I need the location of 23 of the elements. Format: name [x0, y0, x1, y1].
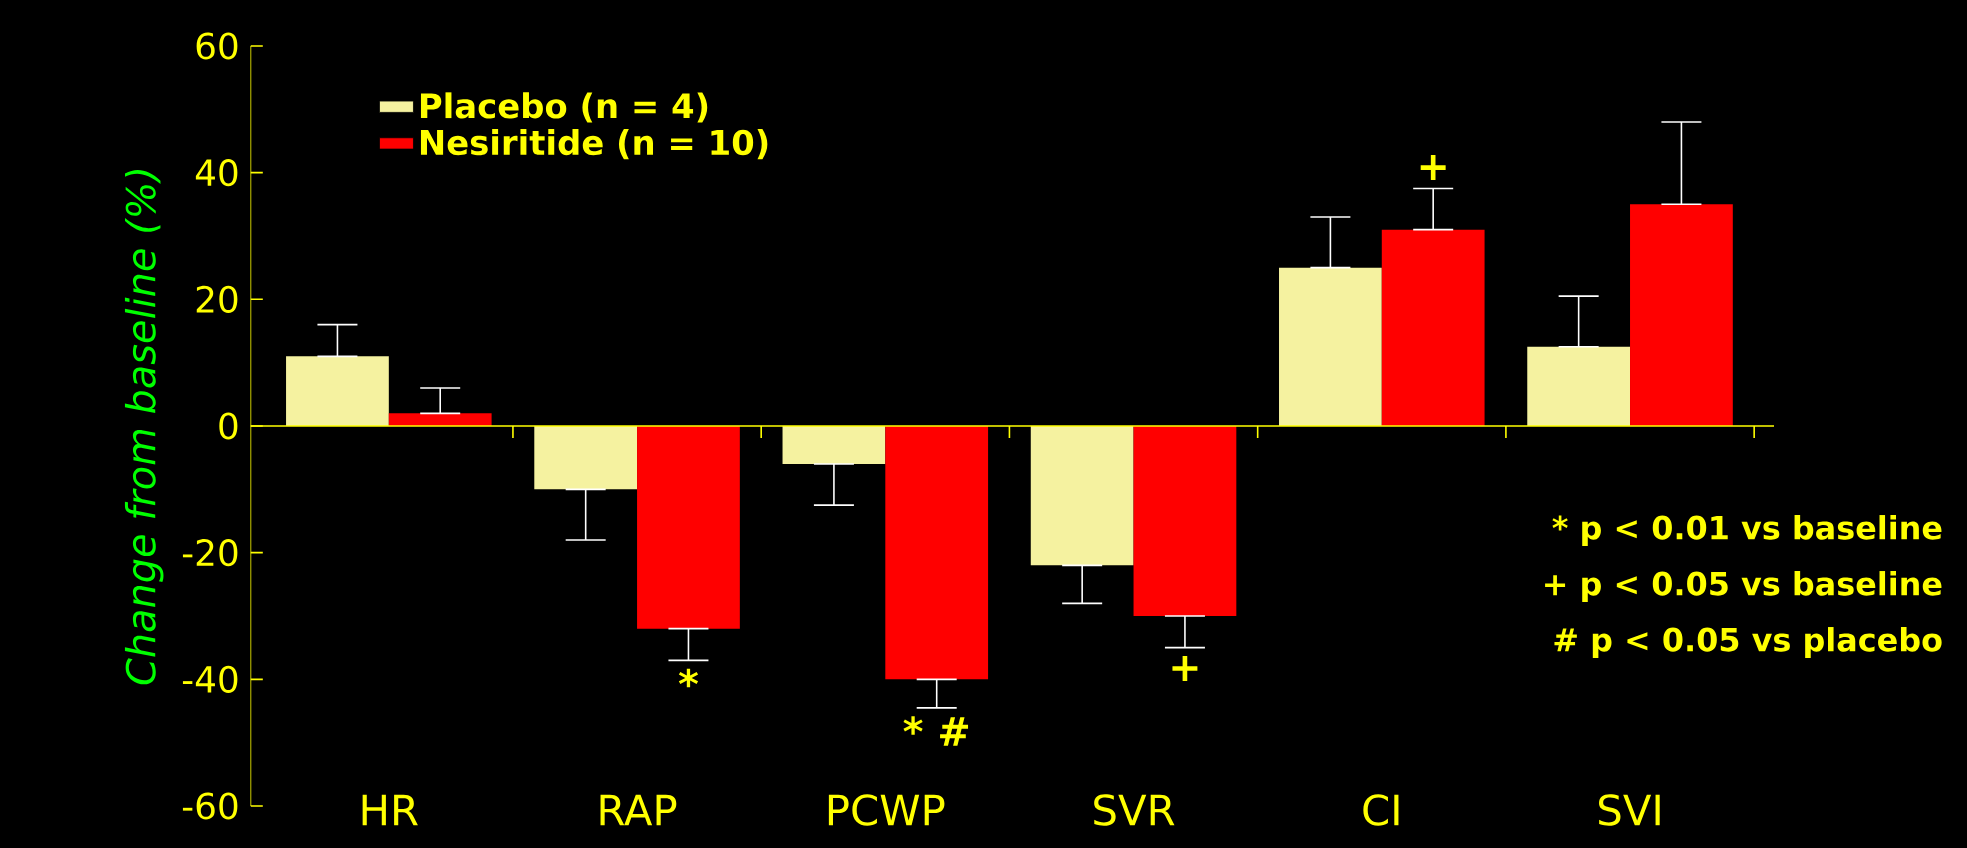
annotation: + p < 0.05 vs baseline [1545, 571, 1942, 602]
annotation: # p < 0.05 vs placebo [1554, 627, 1942, 658]
annotation: + [1420, 155, 1446, 181]
y-tick-label: 60 [196, 32, 238, 60]
annotation: * p < 0.01 vs baseline [1552, 515, 1942, 546]
annotation: * # [903, 716, 969, 746]
x-tick-label: SVR [1094, 794, 1175, 826]
y-tick-label: 0 [219, 412, 238, 440]
y-tick-label: -20 [182, 539, 238, 567]
x-tick-label: SVI [1599, 794, 1660, 826]
annotation: * [678, 668, 699, 688]
legend-label: Nesiritide (n = 10) [420, 129, 768, 160]
y-axis-title: Change from baseline (%) [124, 170, 164, 685]
y-tick-label: -40 [182, 665, 238, 693]
x-tick-label: PCWP [828, 794, 945, 826]
y-tick-label: -60 [182, 792, 238, 820]
x-tick-label: CI [1363, 794, 1399, 826]
annotation: + [1172, 656, 1198, 682]
y-tick-label: 20 [196, 285, 238, 313]
y-tick-label: 40 [195, 159, 238, 187]
legend-label: Placebo (n = 4) [420, 92, 708, 123]
x-tick-label: HR [362, 794, 418, 826]
x-tick-label: RAP [600, 794, 677, 826]
